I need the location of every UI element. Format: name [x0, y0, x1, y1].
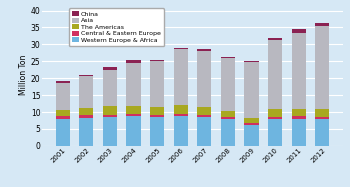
Bar — [315, 119, 329, 146]
Bar — [56, 110, 70, 117]
Bar — [292, 119, 306, 146]
Bar — [174, 49, 188, 105]
Bar — [292, 33, 306, 109]
Bar — [174, 116, 188, 146]
Bar — [126, 63, 141, 106]
Bar — [244, 123, 259, 125]
Bar — [103, 70, 117, 106]
Bar — [126, 114, 141, 116]
Bar — [221, 58, 235, 111]
Bar — [315, 26, 329, 109]
Bar — [292, 117, 306, 119]
Bar — [79, 76, 93, 108]
Legend: China, Asia, The Americas, Central & Eastern Europe, Western Europe & Africa: China, Asia, The Americas, Central & Eas… — [69, 8, 164, 46]
Bar — [56, 81, 70, 83]
Y-axis label: Million Ton: Million Ton — [19, 55, 28, 95]
Bar — [197, 51, 211, 107]
Bar — [268, 117, 282, 119]
Bar — [268, 109, 282, 117]
Bar — [103, 115, 117, 117]
Bar — [221, 119, 235, 146]
Bar — [79, 115, 93, 118]
Bar — [79, 108, 93, 115]
Bar — [292, 29, 306, 33]
Bar — [174, 48, 188, 49]
Bar — [315, 117, 329, 119]
Bar — [103, 117, 117, 146]
Bar — [150, 61, 164, 107]
Bar — [150, 115, 164, 117]
Bar — [126, 60, 141, 63]
Bar — [56, 119, 70, 146]
Bar — [150, 107, 164, 115]
Bar — [197, 49, 211, 51]
Bar — [126, 116, 141, 146]
Bar — [268, 119, 282, 146]
Bar — [56, 117, 70, 119]
Bar — [126, 106, 141, 114]
Bar — [197, 107, 211, 115]
Bar — [315, 109, 329, 117]
Bar — [268, 40, 282, 109]
Bar — [103, 67, 117, 70]
Bar — [315, 23, 329, 26]
Bar — [56, 83, 70, 110]
Bar — [221, 117, 235, 119]
Bar — [244, 62, 259, 118]
Bar — [174, 105, 188, 114]
Bar — [292, 109, 306, 117]
Bar — [174, 114, 188, 116]
Bar — [79, 75, 93, 76]
Bar — [221, 111, 235, 117]
Bar — [197, 115, 211, 117]
Bar — [150, 117, 164, 146]
Bar — [150, 60, 164, 61]
Bar — [103, 106, 117, 115]
Bar — [244, 61, 259, 62]
Bar — [244, 118, 259, 123]
Bar — [244, 125, 259, 146]
Bar — [268, 38, 282, 40]
Bar — [197, 117, 211, 146]
Bar — [221, 56, 235, 58]
Bar — [79, 118, 93, 146]
